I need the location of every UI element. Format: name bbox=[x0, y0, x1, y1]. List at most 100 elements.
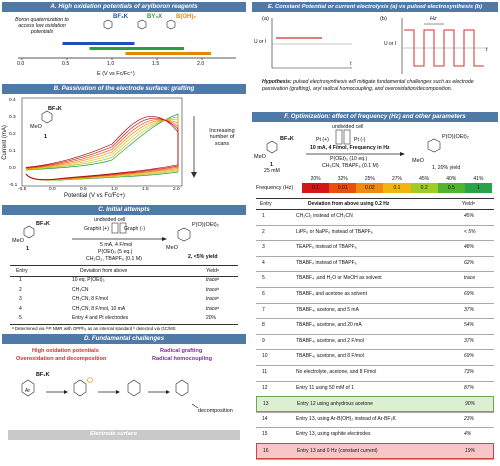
cell-entry: 3 bbox=[262, 244, 265, 251]
table-row: 12 Entry 11 using 50 mM of 1 87% bbox=[256, 381, 494, 397]
panel-a-figure bbox=[18, 19, 236, 60]
table-row: 10 TBABF₄, acetone, and 8 F/mol 69% bbox=[256, 349, 494, 365]
f-product-label: 1, 20% yield bbox=[432, 165, 461, 171]
cell-entry: 3 bbox=[19, 296, 22, 303]
table-row: 9 TBABF₄, acetone, and 2 F/mol 37% bbox=[256, 334, 494, 350]
cell-deviation: TBABF₄ ,and H₂O or MeOH as solvent bbox=[296, 275, 382, 282]
f-cond-2: CH₃CN, TBAPF₆ (0.1 M) bbox=[322, 163, 379, 169]
challenge-radical-grafting: Radical grafting bbox=[160, 348, 203, 354]
label-by3x: BY₃X bbox=[147, 14, 163, 20]
cell-deviation: TBABF₄ instead of TBAPF₆ bbox=[296, 259, 357, 266]
axis-tick-label: 1.5 bbox=[152, 61, 160, 67]
potential-bar bbox=[125, 52, 211, 55]
table-row: 13 Entry 12 using anhydrous acetone 90% bbox=[256, 396, 494, 412]
panel-e-title: E. Constant Potential or current electro… bbox=[252, 2, 498, 12]
cv-ytick-label: 0.3 bbox=[9, 115, 16, 120]
c-product-methoxy: MeO bbox=[166, 245, 178, 251]
cv-plot bbox=[21, 97, 197, 187]
potential-bar bbox=[89, 47, 184, 50]
e-hz: Hz bbox=[430, 16, 437, 22]
cell-entry: 1 bbox=[262, 213, 265, 219]
axis-label-e: E (V vs Fc/Fc⁺) bbox=[97, 71, 135, 77]
c-product-group: P(O)(OEt)₂ bbox=[192, 222, 219, 228]
d-ar-1: Ar bbox=[25, 388, 30, 394]
cell-deviation: CH₃CN, 8 F/mol bbox=[72, 296, 108, 303]
aryl-ring-bf3k bbox=[103, 19, 113, 30]
freq-yield-label: 20% bbox=[310, 176, 321, 182]
cell-entry: 14 bbox=[262, 415, 268, 422]
cell-deviation: TBABF₄, acetone, and 8 F/mol bbox=[296, 353, 364, 360]
d-sm-bf3k: BF₃K bbox=[36, 372, 50, 378]
cell-entry: 4 bbox=[19, 305, 22, 312]
c-th-yield: Yieldᵃ bbox=[206, 268, 219, 274]
cv-aryl-ring bbox=[41, 110, 53, 124]
cell-yield: trace bbox=[464, 275, 476, 282]
cell-entry: 16 bbox=[263, 448, 269, 454]
aryl-ring-boh2 bbox=[166, 19, 176, 30]
cell-yield: 45% bbox=[464, 213, 475, 219]
cell-yield: 87% bbox=[464, 384, 475, 391]
cell-deviation: TBABF₄ and acetone as solvent bbox=[296, 291, 367, 297]
e-axis-y-b: U or I bbox=[384, 41, 397, 47]
cell-entry: 13 bbox=[263, 401, 269, 408]
axis-tick-label: 1.0 bbox=[107, 61, 115, 67]
table-row: 16 Entry 13 and 0 Hz (constant current) … bbox=[256, 443, 494, 459]
cell-deviation: Entry 4 and Pt electrodes bbox=[72, 315, 129, 322]
f-sm-number: 1 bbox=[270, 162, 273, 168]
e-label-b: (b) bbox=[380, 16, 387, 22]
cv-ytick-label: 0.4 bbox=[9, 98, 16, 103]
table-row: 5 Entry 4 and Pt electrodes 20% bbox=[10, 314, 238, 324]
cell-yield: 54% bbox=[464, 322, 475, 329]
cell-yield: < 5% bbox=[464, 228, 476, 235]
panel-c-title: C. Initial attempts bbox=[2, 205, 246, 215]
table-row: 4 TBABF₄ instead of TBAPF₆ 62% bbox=[256, 256, 494, 272]
cell-deviation: CH₃CN bbox=[72, 286, 89, 293]
e-axis-y-a: U or I bbox=[254, 39, 267, 45]
c-methoxy: MeO bbox=[12, 238, 24, 244]
e-hypothesis-head: Hypothesis: bbox=[262, 79, 292, 85]
cell-yield: 19% bbox=[465, 448, 476, 454]
freq-cell: 0.01 bbox=[329, 183, 357, 193]
cv-xtick-label: 0.0 bbox=[49, 187, 56, 192]
cv-compound-number: 1 bbox=[44, 134, 48, 140]
cell-yield: 4% bbox=[464, 431, 472, 438]
c-cell: undivided cell bbox=[94, 217, 126, 223]
cell-yield: 48% bbox=[464, 244, 475, 251]
e-axis-t-a: t bbox=[350, 61, 352, 67]
d-decomposition: decomposition bbox=[198, 408, 233, 414]
f-pt-plus: Pt (+) bbox=[316, 137, 329, 143]
cv-xtick-label: -0.5 bbox=[18, 187, 27, 192]
cell-deviation: TBABF₄, acetone, and 2 F/mol bbox=[296, 337, 364, 344]
table-row: 14 Entry 13, using Ar-B(OH)₂ instead of … bbox=[256, 412, 494, 428]
table-row: 3 TEAPF₆ instead of TBAPF₆ 48% bbox=[256, 240, 494, 256]
table-row: 6 TBABF₄ and acetone as solvent 69% bbox=[256, 287, 494, 303]
cell-entry: 9 bbox=[262, 337, 265, 344]
c-footnote: ᵃ Determined via ³¹P NMR with OPPh₃ as a… bbox=[12, 326, 176, 331]
freq-yield-label: 32% bbox=[337, 176, 348, 182]
d-electrode-surface: Electrode surface bbox=[90, 431, 137, 437]
cell-yield: 73% bbox=[464, 369, 475, 375]
f-th-entry: Entry bbox=[260, 201, 272, 207]
cell-entry: 11 bbox=[262, 369, 268, 375]
panel-b-title: B. Passivation of the electrode surface:… bbox=[2, 84, 246, 94]
cell-entry: 4 bbox=[262, 259, 265, 266]
cv-ytick-label: 0.2 bbox=[9, 132, 16, 137]
cell-yield: traceᵇ bbox=[206, 286, 219, 293]
cell-yield: 90% bbox=[465, 401, 476, 408]
cell-deviation: Entry 13, using raphite electrodes bbox=[296, 431, 371, 438]
aryl-ring-by3x bbox=[137, 19, 147, 30]
f-cond-bold: 10 mA, 4 F/mol, Frequency in Hz bbox=[310, 145, 390, 151]
cv-ytick-label: 0.0 bbox=[9, 166, 16, 171]
panel-d: D. Fundamental challenges High oxidation… bbox=[2, 334, 246, 464]
potential-bar bbox=[62, 42, 135, 45]
c-cond-2: P(OEt)₃ (5 eq.) bbox=[98, 249, 133, 255]
c-sm-bf3k: BF₃K bbox=[36, 221, 50, 227]
freq-cell: 0.1 bbox=[383, 183, 411, 193]
table-row: 8 TBABF₄, acetone, and 20 mA 54% bbox=[256, 318, 494, 334]
cell-yield: 23% bbox=[464, 415, 475, 422]
panel-b: B. Passivation of the electrode surface:… bbox=[2, 84, 246, 202]
cell-deviation: CH₂Cl₂ instead of CH₃CN bbox=[296, 213, 353, 219]
cell-deviation: LiPF₆ or NaPF₆ instead of TBAPF₆ bbox=[296, 228, 373, 235]
f-th-deviation: Deviation from above using 0.2 Hz bbox=[308, 201, 390, 207]
c-th-deviation: Deviation from above bbox=[80, 268, 128, 274]
